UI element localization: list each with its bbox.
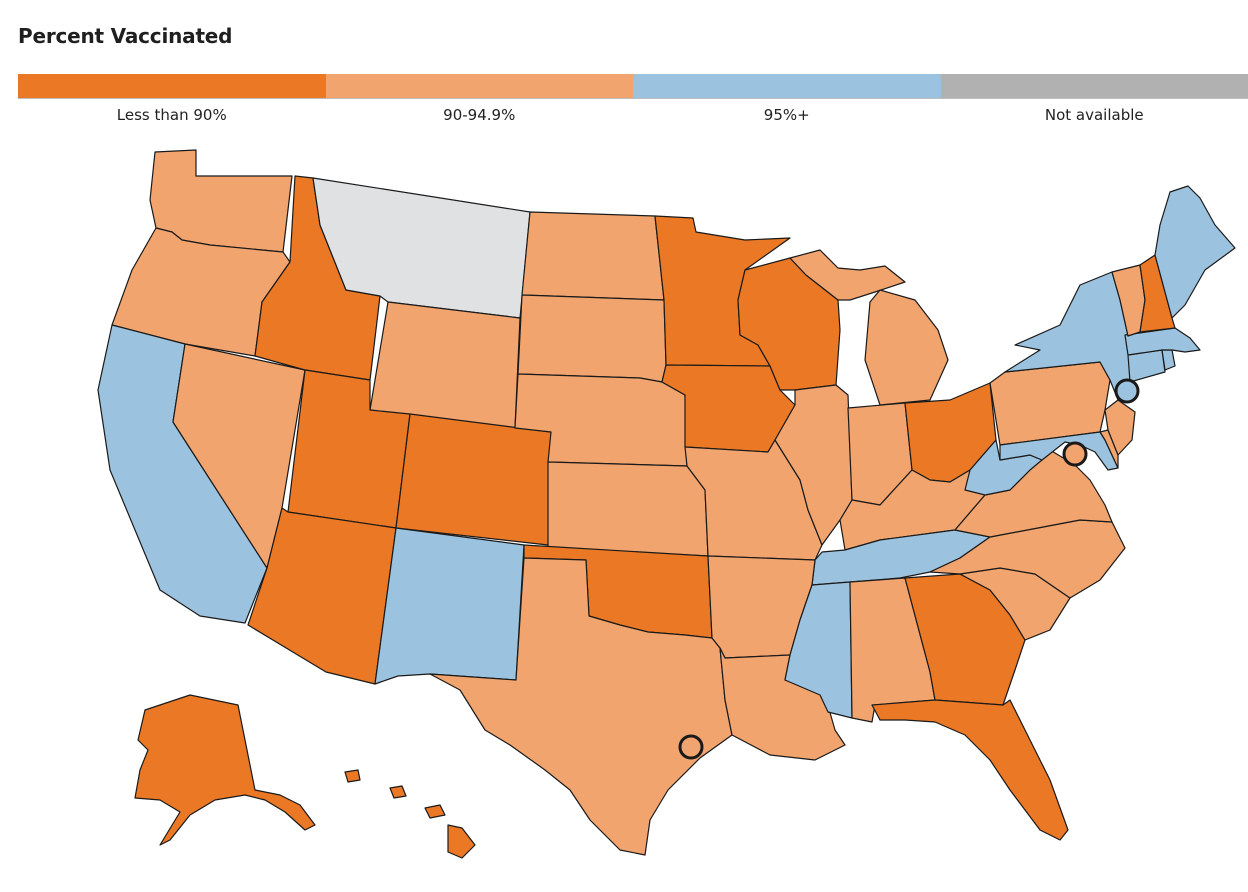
state-wv[interactable] — [964, 439, 1043, 496]
state-hi-oahu[interactable] — [389, 785, 407, 799]
legend-label-less-than-90: Less than 90% — [116, 106, 227, 124]
state-nm[interactable] — [374, 527, 525, 685]
state-wy[interactable] — [369, 301, 521, 429]
state-de[interactable] — [1099, 429, 1119, 469]
state-mi-upper[interactable] — [789, 249, 906, 301]
state-ri[interactable] — [1161, 349, 1176, 371]
state-hi-big[interactable] — [447, 824, 476, 859]
legend-label-not-available: Not available — [1044, 106, 1144, 124]
state-nc[interactable] — [929, 519, 1126, 599]
legend-swatch-95-plus — [633, 74, 941, 98]
state-sd[interactable] — [517, 294, 667, 383]
state-ak[interactable] — [134, 694, 316, 846]
state-la[interactable] — [719, 647, 846, 761]
state-ma[interactable] — [1124, 327, 1201, 356]
state-ks[interactable] — [547, 461, 709, 557]
legend-swatch-not-available — [940, 74, 1248, 98]
legend-swatch-90-94 — [325, 74, 633, 98]
marker-washington-dc[interactable] — [1062, 441, 1088, 467]
state-hi-kauai[interactable] — [344, 769, 361, 783]
legend-color-bar — [18, 74, 1248, 98]
state-mi-lower[interactable] — [864, 289, 949, 406]
state-co[interactable] — [395, 413, 552, 546]
chart-title: Percent Vaccinated — [18, 24, 233, 48]
state-nd[interactable] — [521, 211, 665, 301]
state-fl[interactable] — [871, 699, 1069, 841]
legend-labels: Less than 90% 90-94.9% 95%+ Not availabl… — [18, 106, 1248, 124]
legend-label-90-94: 90-94.9% — [443, 106, 516, 124]
legend-label-95-plus: 95%+ — [763, 106, 810, 124]
marker-houston[interactable] — [678, 734, 704, 760]
legend-divider — [18, 98, 1248, 99]
state-il[interactable] — [774, 384, 853, 546]
us-choropleth-map — [97, 149, 1236, 859]
state-hi-maui[interactable] — [424, 804, 446, 819]
marker-new-york-city[interactable] — [1114, 378, 1140, 404]
state-tx[interactable] — [429, 557, 733, 856]
state-me[interactable] — [1154, 185, 1236, 319]
legend-swatch-less-than-90 — [18, 74, 326, 98]
state-ct[interactable] — [1127, 349, 1166, 383]
